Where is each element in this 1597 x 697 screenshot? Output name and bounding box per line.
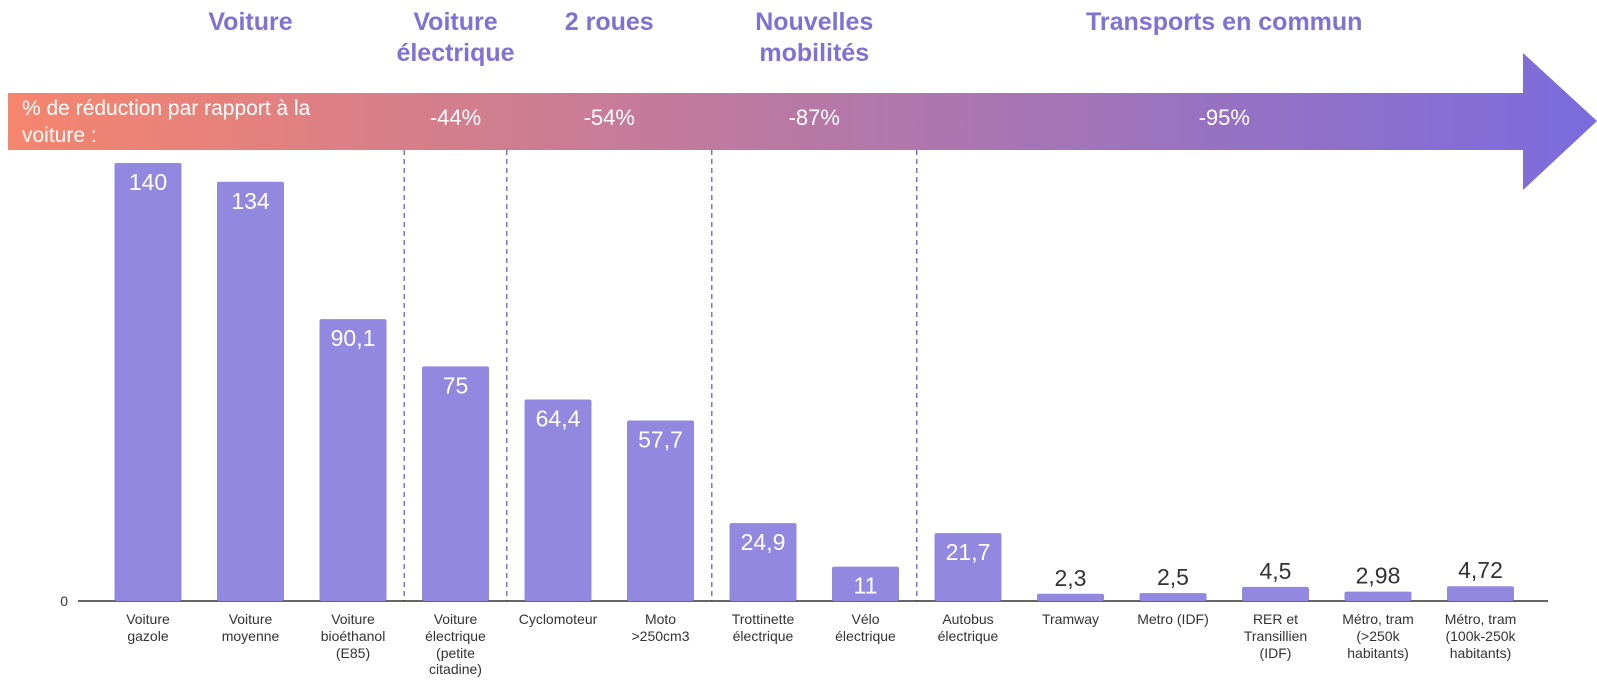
x-tick-label: Moto >250cm3 xyxy=(631,611,690,644)
data-label: 2,3 xyxy=(1055,565,1087,591)
x-tick-label: Voiture moyenne xyxy=(221,611,280,644)
bar xyxy=(217,181,284,601)
x-tick-label: Tramway xyxy=(1041,611,1100,627)
x-tick-label: Métro, tram (100k-250k habitants) xyxy=(1444,611,1517,661)
data-label: 2,98 xyxy=(1356,563,1401,589)
group-title: 2 roues xyxy=(564,8,654,36)
group-reduction: -87% xyxy=(788,105,840,130)
bar xyxy=(1344,591,1412,601)
reduction-title: % de réduction par rapport à la voiture … xyxy=(22,97,311,148)
x-tick-label: Voiture électrique (petite citadine) xyxy=(425,611,486,678)
data-label: 4,72 xyxy=(1458,557,1503,583)
data-label: 140 xyxy=(129,169,167,195)
data-label: 57,7 xyxy=(638,426,683,452)
group-title: Nouvelles mobilités xyxy=(755,8,874,68)
group-reduction: -54% xyxy=(583,105,635,130)
data-label: 11 xyxy=(854,573,878,599)
data-label: 24,9 xyxy=(741,529,786,555)
bar xyxy=(422,366,489,601)
arrow-band xyxy=(8,53,1597,190)
bar xyxy=(524,399,592,601)
y-tick-label: 0 xyxy=(60,593,68,609)
data-label: 90,1 xyxy=(331,325,376,351)
bar xyxy=(627,420,694,601)
data-label: 64,4 xyxy=(536,406,581,432)
group-title: Voiture xyxy=(208,8,293,36)
x-tick-label: Métro, tram (>250k habitants) xyxy=(1342,611,1414,661)
x-tick-label: Metro (IDF) xyxy=(1137,611,1209,627)
x-tick-label: Voiture gazole xyxy=(126,611,170,644)
x-tick-label: Vélo électrique xyxy=(835,611,896,644)
data-label: 21,7 xyxy=(946,539,991,565)
group-reduction: -44% xyxy=(429,105,482,130)
group-title: Transports en commun xyxy=(1086,8,1363,36)
x-tick-label: Voiture bioéthanol (E85) xyxy=(320,611,386,661)
x-tick-label: Autobus électrique xyxy=(937,611,999,644)
bar xyxy=(1139,593,1207,601)
data-label: 4,5 xyxy=(1260,558,1292,584)
data-label: 75 xyxy=(443,372,469,398)
bar xyxy=(832,566,899,601)
bar xyxy=(1242,586,1309,601)
group-title: Voiture électrique xyxy=(396,8,515,68)
x-tick-label: RER et Transillien (IDF) xyxy=(1243,611,1308,661)
data-label: 134 xyxy=(231,188,270,214)
bar xyxy=(1037,593,1104,601)
bar xyxy=(729,523,797,601)
group-reduction: -95% xyxy=(1198,105,1250,130)
x-tick-label: Trottinette électrique xyxy=(731,611,795,644)
bar xyxy=(114,163,182,601)
bar xyxy=(319,319,387,601)
x-tick-label: Cyclomoteur xyxy=(518,611,598,627)
bar xyxy=(1447,586,1514,601)
bar xyxy=(934,533,1002,601)
data-label: 2,5 xyxy=(1157,564,1189,590)
